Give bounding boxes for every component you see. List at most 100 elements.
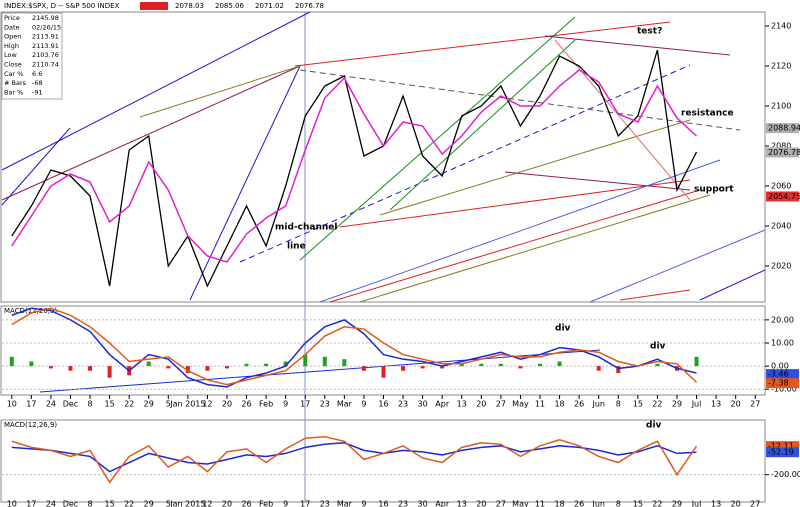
x-tick-label: 20 (476, 400, 486, 409)
histogram-bar (361, 366, 366, 371)
x-tick-label: 13 (711, 500, 721, 507)
x-tick-label: 15 (633, 400, 643, 409)
y-tick-label: 2120 (771, 62, 791, 71)
trendline (544, 35, 731, 56)
x-tick-label: 8 (87, 400, 92, 409)
trendline (589, 229, 766, 303)
histogram-bar (146, 361, 151, 367)
x-tick-label: Dec (63, 400, 78, 409)
x-tick-label: 12 (202, 500, 212, 507)
trendline (1, 11, 311, 171)
histogram-bar (48, 366, 53, 369)
info-label: Open (4, 33, 21, 41)
info-value: -68 (32, 79, 43, 87)
histogram-bar (655, 363, 660, 367)
x-tick-label: 24 (46, 400, 56, 409)
x-tick-label: 20 (476, 500, 486, 507)
price-marker (766, 441, 799, 452)
x-tick-label: 22 (652, 400, 662, 409)
x-tick-label: 8 (616, 500, 621, 507)
x-tick-label: 10 (7, 400, 17, 409)
x-tick-label: 24 (46, 500, 56, 507)
x-tick-label: 9 (283, 500, 288, 507)
x-tick-label: Jan 2015 (169, 400, 205, 409)
histogram-bar (322, 356, 327, 367)
y-tick-label: 2140 (771, 22, 791, 31)
annotation: support (694, 185, 734, 195)
x-tick-label: 11 (535, 500, 545, 507)
x-tick-label: Feb (259, 500, 273, 507)
series-line (11, 435, 698, 484)
x-tick-label: 29 (672, 400, 682, 409)
histogram-bar (303, 354, 308, 367)
histogram-bar (185, 366, 190, 374)
info-value: 2145.98 (32, 14, 59, 22)
info-value: 6.6 (32, 70, 42, 78)
x-tick-label: 20 (731, 400, 741, 409)
histogram-bar (440, 366, 445, 369)
x-tick-label: 12 (202, 400, 212, 409)
trendline (699, 269, 766, 301)
annotation: mid-channel (275, 223, 337, 233)
x-tick-label: 18 (554, 400, 564, 409)
x-tick-label: 5 (166, 500, 171, 507)
histogram-bar (166, 366, 171, 369)
trendline (319, 159, 721, 303)
x-tick-label: 30 (418, 500, 428, 507)
info-label: Close (4, 61, 22, 69)
x-tick-label: 26 (241, 500, 251, 507)
info-value: 2110.74 (32, 61, 59, 69)
histogram-bar (9, 356, 14, 367)
header-value: 2085.06 (215, 2, 244, 10)
x-tick-label: 8 (87, 500, 92, 507)
y-tick-label: 2060 (771, 182, 791, 191)
trendline (294, 21, 671, 67)
x-tick-label: Dec (63, 500, 78, 507)
trendline (299, 16, 576, 261)
header-value: 2078.03 (175, 2, 204, 10)
x-tick-label: 22 (652, 500, 662, 507)
x-tick-label: 15 (105, 400, 115, 409)
x-tick-label: 17 (26, 500, 36, 507)
y-tick-label: 20.00 (771, 315, 794, 324)
histogram-bar (264, 363, 269, 367)
series-line (11, 69, 698, 263)
price-marker-label: 2088.94 (768, 124, 800, 133)
info-value: 2103.76 (32, 51, 59, 59)
series-line (11, 307, 697, 388)
trendline (139, 65, 301, 118)
info-value: -91 (32, 88, 43, 96)
x-tick-label: 10 (7, 500, 17, 507)
info-value: 2113.91 (32, 42, 59, 50)
x-tick-label: 29 (144, 500, 154, 507)
trendline (339, 179, 691, 228)
x-tick-label: 13 (457, 500, 467, 507)
histogram-bar (538, 363, 543, 367)
trendline (619, 289, 691, 301)
x-tick-label: 30 (418, 400, 428, 409)
info-label: Low (4, 51, 17, 59)
histogram-bar (420, 366, 425, 369)
histogram-bar (88, 366, 93, 371)
x-tick-label: 26 (574, 400, 584, 409)
histogram-bar (107, 366, 112, 378)
x-tick-label: 23 (398, 500, 408, 507)
x-tick-label: 20 (731, 500, 741, 507)
annotation: line (287, 242, 306, 252)
x-tick-label: 23 (320, 500, 330, 507)
x-tick-label: May (512, 500, 529, 507)
x-tick-label: Jun (591, 500, 605, 507)
x-tick-label: 17 (300, 400, 310, 409)
x-tick-label: 9 (361, 400, 366, 409)
x-tick-label: May (512, 400, 529, 409)
price-marker (766, 447, 799, 458)
info-box (1, 12, 63, 100)
x-tick-label: Jun (591, 400, 605, 409)
info-label: Bar % (4, 88, 23, 96)
trendline (189, 65, 301, 301)
x-tick-label: 13 (457, 400, 467, 409)
price-marker-label: 2054.75 (768, 192, 800, 201)
x-tick-label: Jul (691, 500, 702, 507)
x-tick-label: 26 (574, 500, 584, 507)
